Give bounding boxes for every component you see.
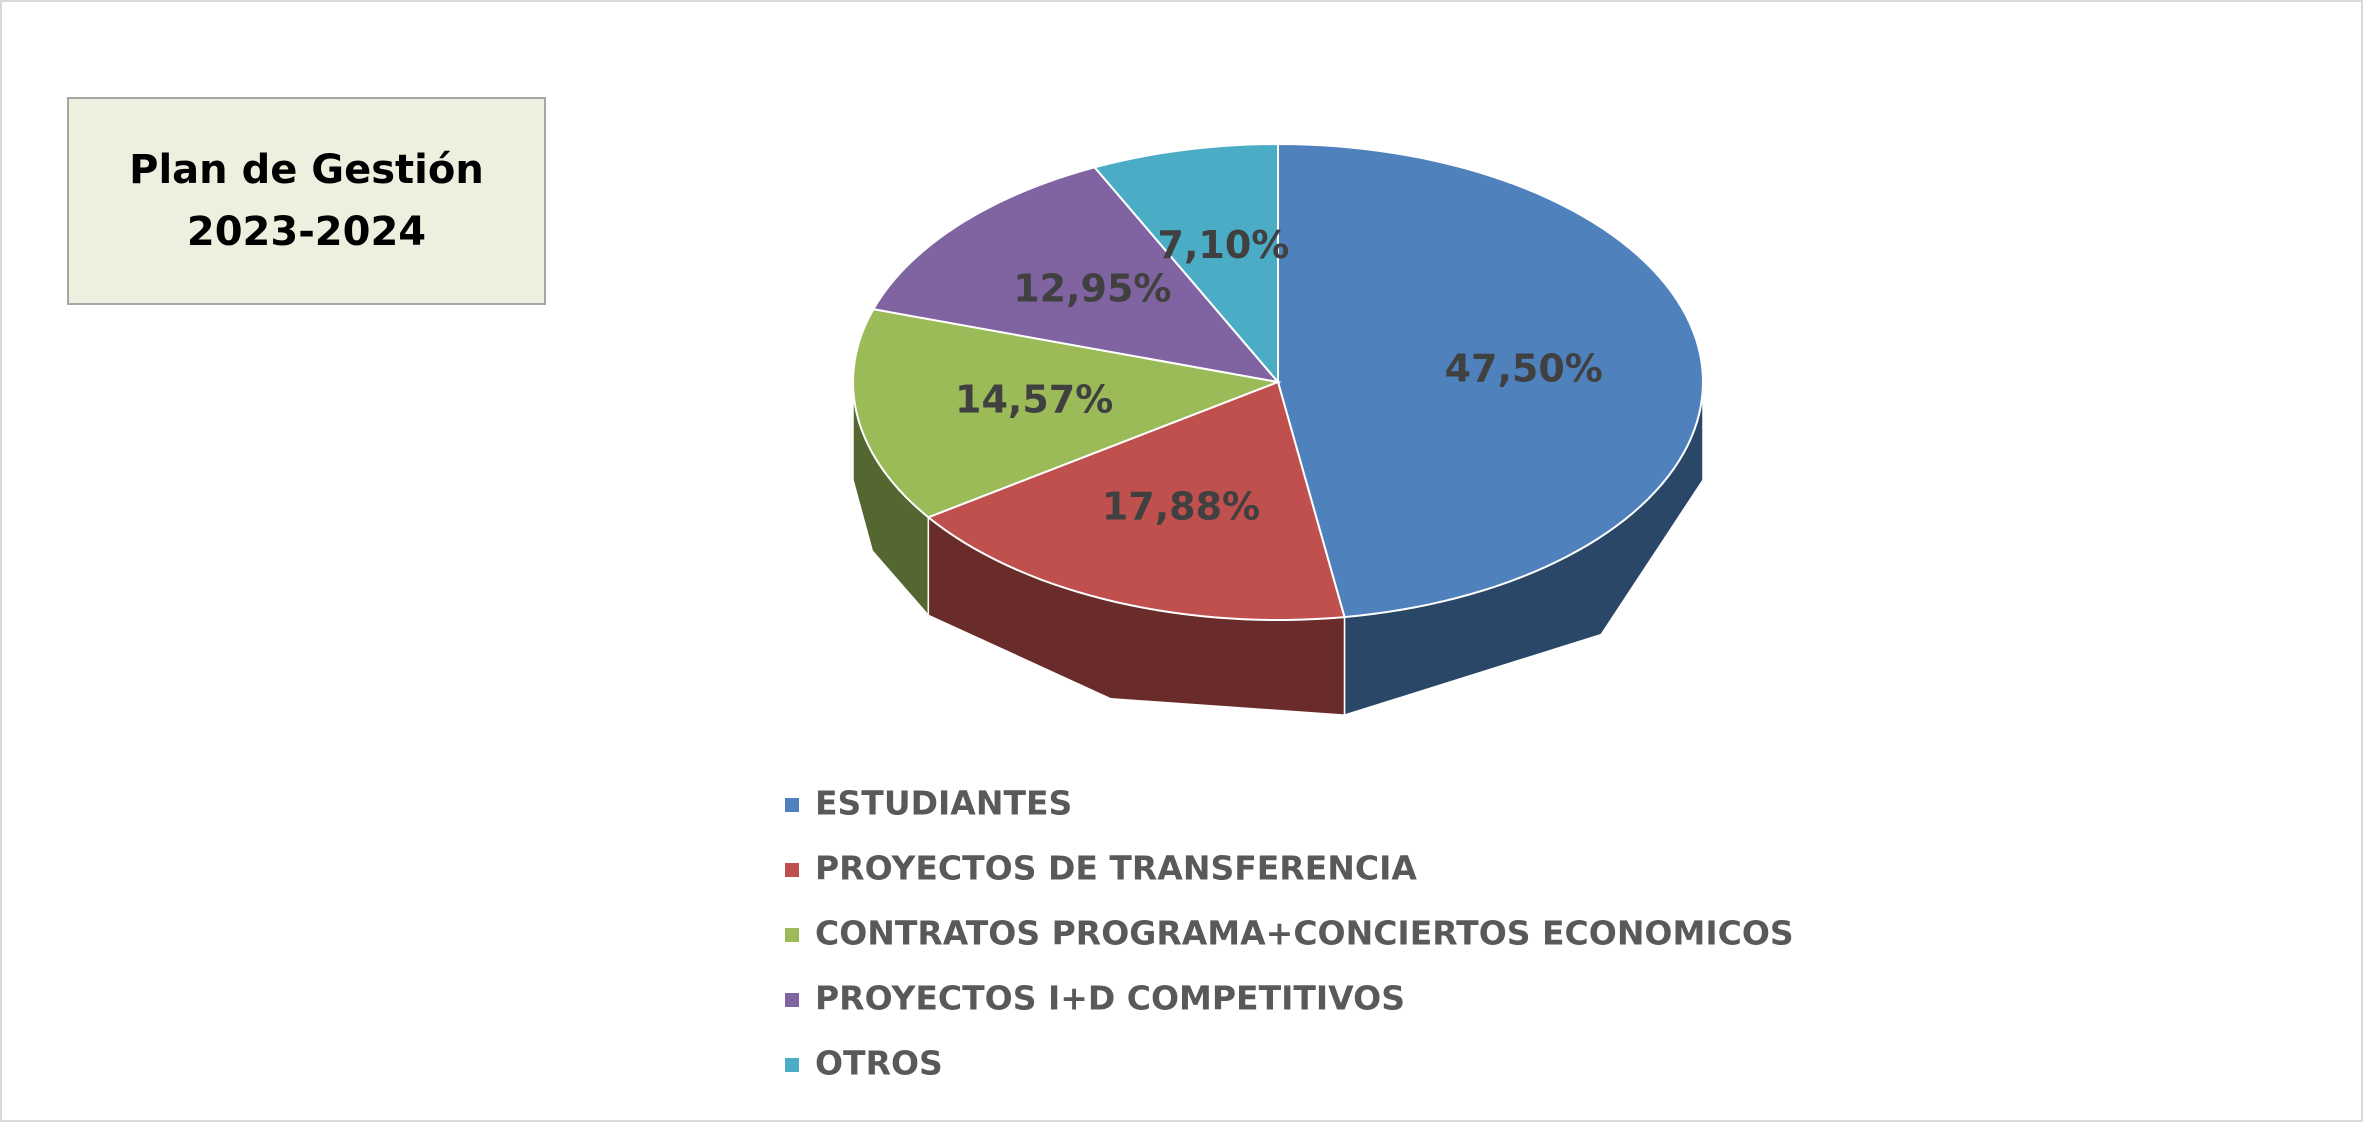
- legend-marker: [785, 798, 799, 812]
- slice-top: [852, 308, 1282, 519]
- legend-label: CONTRATOS PROGRAMA+CONCIERTOS ECONOMICOS: [815, 914, 1794, 953]
- data-label: 14,57%: [955, 378, 1113, 422]
- slice: [871, 166, 1281, 384]
- data-label: 7,10%: [1158, 223, 1290, 267]
- slice: [926, 380, 1346, 716]
- slice-top: [871, 166, 1281, 384]
- legend-marker: [785, 993, 799, 1007]
- slice-top: [926, 380, 1346, 621]
- legend-marker: [785, 1058, 799, 1072]
- slice-top: [1277, 142, 1704, 619]
- data-label: 47,50%: [1445, 347, 1603, 391]
- legend-label: ESTUDIANTES: [815, 784, 1072, 823]
- slice: [852, 308, 1282, 618]
- legend-label: PROYECTOS DE TRANSFERENCIA: [815, 849, 1417, 888]
- data-label: 12,95%: [1013, 267, 1171, 311]
- chart-title: Plan de Gestión 2023-2024: [67, 97, 546, 305]
- legend-label: OTROS: [815, 1044, 943, 1083]
- legend-label: PROYECTOS I+D COMPETITIVOS: [815, 979, 1405, 1018]
- legend-marker: [785, 928, 799, 942]
- legend-marker: [785, 863, 799, 877]
- slice: [1277, 142, 1704, 717]
- slice-top: [1092, 142, 1279, 385]
- slice: [1092, 142, 1279, 385]
- data-label: 17,88%: [1102, 484, 1260, 528]
